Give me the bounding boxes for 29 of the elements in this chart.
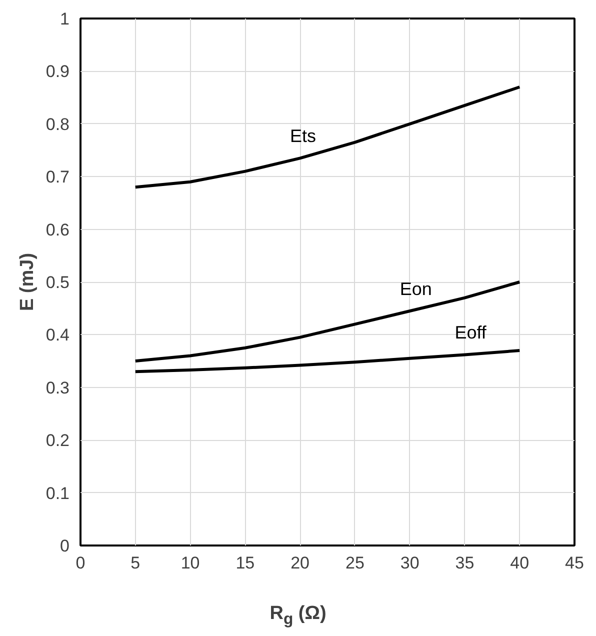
y-tick-label: 0 [60, 536, 70, 556]
y-tick-label: 0.3 [46, 378, 70, 398]
x-tick-label: 35 [455, 554, 474, 572]
y-tick-label: 0.5 [46, 273, 70, 292]
x-tick-label: 5 [130, 554, 140, 572]
line-series [134, 349, 522, 374]
line-series [134, 86, 522, 189]
series-label: Eoff [454, 322, 488, 343]
line-series [134, 280, 522, 363]
y-tick-label: 0.7 [46, 168, 70, 187]
y-tick-label: 0.2 [46, 431, 70, 450]
x-tick-label: 15 [236, 554, 255, 572]
x-tick-label: 20 [290, 554, 310, 572]
x-tick-label: 40 [510, 554, 530, 572]
x-tick-label: 30 [400, 554, 420, 572]
y-tick-label: 1 [60, 10, 70, 28]
series-label: Eon [400, 278, 432, 299]
x-tick-label: 0 [76, 554, 86, 572]
x-tick-label: 25 [345, 554, 364, 572]
y-axis-title: E (mJ) [16, 252, 38, 312]
y-tick-label: 0.6 [46, 220, 70, 240]
y-tick-label: 0.8 [46, 114, 70, 134]
y-tick-label: 0.1 [46, 484, 70, 503]
x-tick-label: 45 [565, 554, 584, 572]
series-label: Ets [290, 126, 316, 146]
y-tick-label: 0.4 [46, 326, 70, 345]
x-tick-label: 10 [180, 554, 200, 572]
x-axis-title: R$_{g}$ (Ω) [268, 602, 328, 630]
y-tick-label: 0.9 [46, 62, 70, 82]
